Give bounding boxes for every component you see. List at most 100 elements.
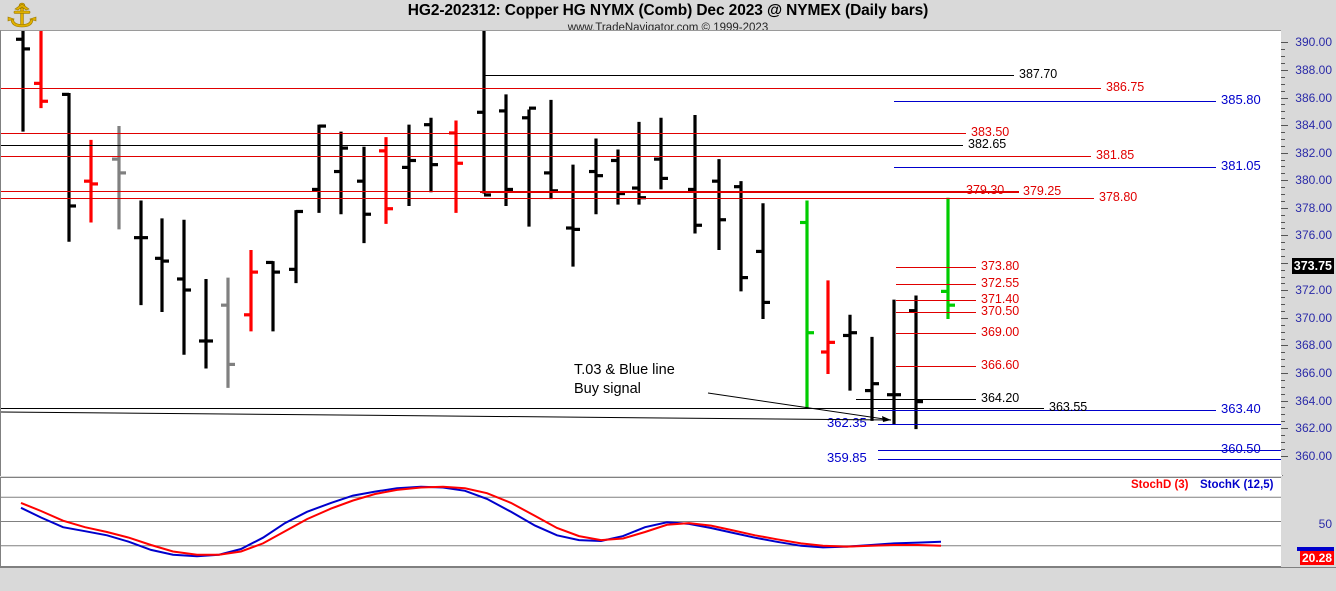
axis-minor-tick [1281, 146, 1285, 147]
axis-minor-tick [1281, 407, 1285, 408]
axis-minor-tick [1281, 325, 1285, 326]
price-level-line [878, 424, 1282, 425]
axis-minor-tick [1281, 91, 1285, 92]
ohlc-bar [266, 260, 280, 332]
axis-minor-tick [1281, 222, 1285, 223]
price-level-line [896, 333, 976, 334]
axis-minor-tick [1281, 63, 1285, 64]
price-level-line [484, 75, 1014, 76]
axis-minor-tick [1281, 49, 1285, 50]
price-level-label: 359.85 [827, 450, 867, 465]
price-level-label: 379.25 [1023, 184, 1062, 198]
axis-minor-tick [1281, 394, 1285, 395]
price-level-line [878, 410, 1216, 411]
price-level-label: 379.30 [966, 183, 1005, 197]
ohlc-bar [84, 139, 98, 223]
axis-minor-tick [1281, 414, 1285, 415]
axis-minor-tick [1281, 373, 1285, 374]
axis-label: 388.00 [1295, 63, 1332, 77]
ohlc-bar [289, 209, 303, 284]
axis-minor-tick [1281, 456, 1285, 457]
price-level-label: 364.20 [981, 391, 1020, 405]
price-level-label: 387.70 [1019, 67, 1058, 81]
ohlc-bar [865, 336, 879, 421]
axis-minor-tick [1281, 180, 1285, 181]
axis-minor-tick [1281, 132, 1285, 133]
axis-label: 364.00 [1295, 394, 1332, 408]
axis-minor-tick [1281, 380, 1285, 381]
axis-minor-tick [1281, 56, 1285, 57]
price-level-line [894, 101, 1216, 102]
ohlc-bar [712, 159, 726, 251]
price-level-label: 370.50 [981, 304, 1020, 318]
price-level-label: 383.50 [971, 125, 1010, 139]
price-level-line [1, 198, 1094, 199]
axis-minor-tick [1281, 242, 1285, 243]
ohlc-bar [424, 117, 438, 193]
price-level-line [878, 459, 1216, 460]
ohlc-bar [589, 138, 603, 215]
ohlc-bar [134, 200, 148, 306]
axis-minor-tick [1281, 228, 1285, 229]
axis-minor-tick [1281, 401, 1285, 402]
axis-minor-tick [1281, 256, 1285, 257]
axis-label: 380.00 [1295, 173, 1332, 187]
axis-minor-tick [1281, 304, 1285, 305]
axis-minor-tick [1281, 235, 1285, 236]
axis-label: 382.00 [1295, 146, 1332, 160]
axis-label: 370.00 [1295, 311, 1332, 325]
ohlc-bar [62, 92, 76, 242]
price-level-label: 369.00 [981, 325, 1020, 339]
price-level-line [878, 450, 1282, 451]
ohlc-bar [632, 121, 646, 205]
stoch-series-line [20, 485, 942, 556]
price-level-line [480, 192, 1019, 193]
axis-minor-tick [1281, 84, 1285, 85]
axis-minor-tick [1281, 153, 1285, 154]
axis-minor-tick [1281, 270, 1285, 271]
ohlc-bar [756, 203, 770, 319]
axis-label: 366.00 [1295, 366, 1332, 380]
price-level-label: 382.65 [968, 137, 1007, 151]
axis-minor-tick [1281, 290, 1285, 291]
price-level-line [1, 145, 963, 146]
price-level-line [856, 399, 976, 400]
axis-minor-tick [1281, 318, 1285, 319]
stochastic-lines-svg [1, 485, 1282, 558]
chart-header: HG2-202312: Copper HG NYMX (Comb) Dec 20… [0, 0, 1336, 34]
stoch-k-marker [1297, 547, 1334, 551]
axis-minor-tick [1281, 160, 1285, 161]
stochastic-pane[interactable] [0, 477, 1283, 567]
axis-label: 386.00 [1295, 91, 1332, 105]
price-level-label: 381.85 [1096, 148, 1135, 162]
axis-minor-tick [1281, 118, 1285, 119]
axis-minor-tick [1281, 249, 1285, 250]
price-axis[interactable]: 390.00 388.00 386.00 384.00 382.00 380.00 378.… [1281, 30, 1336, 475]
ohlc-bar [177, 219, 191, 355]
price-level-line [896, 312, 976, 313]
price-level-line [1, 88, 1101, 89]
price-bars-svg [16, 31, 955, 430]
axis-minor-tick [1281, 311, 1285, 312]
axis-minor-tick [1281, 77, 1285, 78]
axis-minor-tick [1281, 125, 1285, 126]
axis-minor-tick [1281, 387, 1285, 388]
axis-minor-tick [1281, 352, 1285, 353]
ohlc-bar [357, 146, 371, 244]
ohlc-bar [800, 200, 814, 409]
axis-minor-tick [1281, 263, 1285, 264]
ohlc-bar [566, 164, 580, 267]
ohlc-bar [379, 137, 393, 224]
axis-minor-tick [1281, 428, 1285, 429]
axis-minor-tick [1281, 421, 1285, 422]
price-level-label: 372.55 [981, 276, 1020, 290]
axis-label: 378.00 [1295, 201, 1332, 215]
stochastic-axis[interactable]: 50 20.28 [1281, 477, 1336, 567]
stoch-d-legend: StochD (3) [1131, 479, 1189, 491]
axis-minor-tick [1281, 208, 1285, 209]
price-chart-pane[interactable]: 387.70 386.75 385.80 383.50 382.65 381.85 381.… [0, 30, 1283, 476]
ohlc-bar [34, 31, 48, 109]
time-axis[interactable]: Sep-23 Oct-23 [0, 567, 1336, 591]
ohlc-bar [821, 280, 835, 375]
